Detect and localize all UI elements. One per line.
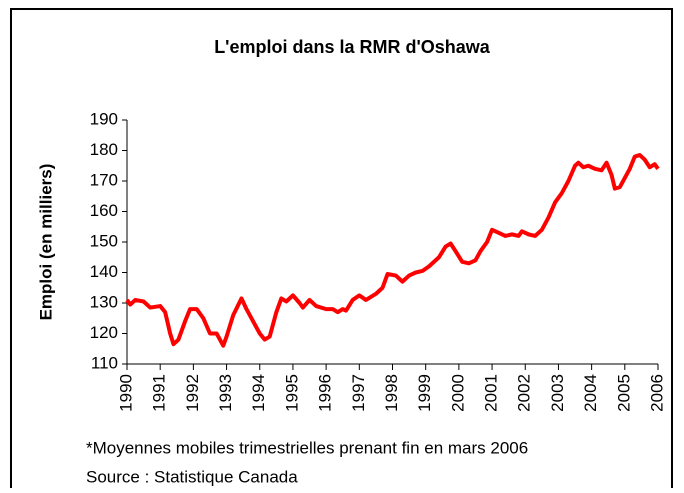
x-tick-label: 1996: [316, 374, 335, 412]
x-tick-label: 1997: [349, 374, 368, 412]
x-tick-label: 1990: [116, 374, 135, 412]
x-tick-label: 2004: [581, 374, 600, 412]
y-tick-label: 130: [90, 292, 118, 311]
y-tick-label: 120: [90, 323, 118, 342]
y-tick-label: 110: [91, 353, 118, 372]
x-tick-label: 1999: [415, 374, 434, 412]
y-tick-label: 190: [90, 109, 118, 128]
y-tick-label: 170: [90, 170, 118, 189]
chart-title: L'emploi dans la RMR d'Oshawa: [214, 37, 491, 57]
y-tick-label: 140: [90, 262, 118, 281]
x-tick-label: 1995: [282, 374, 301, 412]
x-tick-label: 1992: [183, 374, 202, 412]
x-tick-label: 2003: [548, 374, 567, 412]
line: [125, 153, 660, 348]
x-tick-label: 2006: [647, 374, 666, 412]
x-tick-label: 1998: [382, 374, 401, 412]
x-tick-label: 1991: [150, 374, 169, 412]
note: *Moyennes mobiles trimestrielles prenant…: [86, 438, 528, 457]
y-tick-label: 160: [90, 201, 118, 220]
x-tick-label: 1993: [216, 374, 235, 412]
frame: [10, 8, 673, 488]
x-tick-label: 2005: [614, 374, 633, 412]
y-tick-label: 180: [90, 140, 118, 159]
y-axis-label: Emploi (en milliers): [36, 164, 55, 321]
note: Source : Statistique Canada: [86, 467, 298, 486]
x-tick-label: 1994: [249, 374, 268, 412]
x-tick-label: 2000: [448, 374, 467, 412]
x-tick-label: 2002: [515, 374, 534, 412]
x-tick-label: 2001: [482, 374, 501, 412]
y-tick-label: 150: [90, 231, 118, 250]
